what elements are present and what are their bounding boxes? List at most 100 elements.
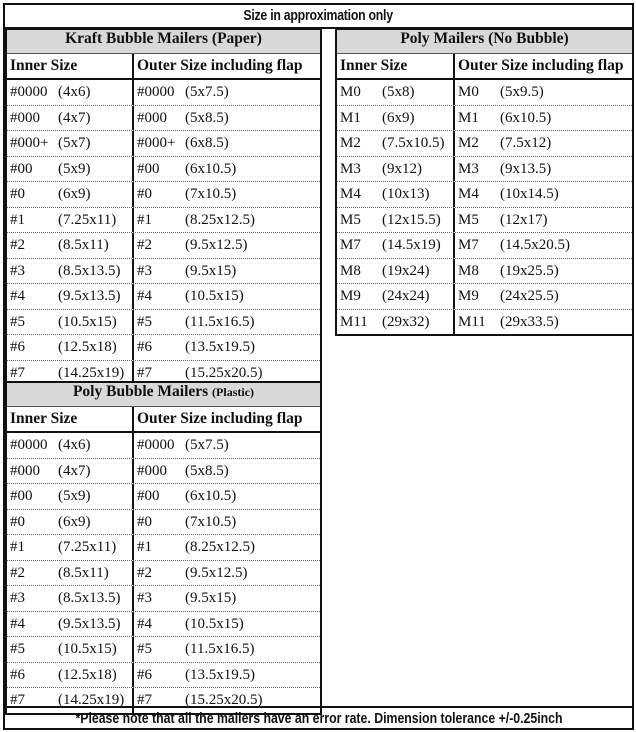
outer-size-cell: #5 (11.5x16.5) <box>134 637 254 662</box>
inner-size-dimensions: (4x6) <box>58 84 91 100</box>
inner-size-code: #6 <box>10 666 25 683</box>
inner-size-header: Inner Size <box>7 54 134 78</box>
inner-size-cell: M11 (29x32) <box>337 309 455 334</box>
outer-size-code: #3 <box>137 262 152 279</box>
outer-size-code: M5 <box>458 211 479 228</box>
kraft-bubble-mailers-table: Kraft Bubble Mailers (Paper) Inner Size O… <box>5 28 322 387</box>
inner-size-dimensions: (9x12) <box>382 160 422 177</box>
outer-size-dimensions: (11.5x16.5) <box>185 313 255 330</box>
page-frame <box>3 3 634 730</box>
inner-size-dimensions: (10.5x15) <box>58 641 117 657</box>
inner-size-dimensions: (6x9) <box>382 109 415 126</box>
outer-size-code: #6 <box>137 666 152 683</box>
inner-size-code: M9 <box>340 288 361 304</box>
outer-size-dimensions: (6x10.5) <box>500 109 552 126</box>
inner-size-code: #2 <box>10 237 25 253</box>
table-row: #4 (9.5x13.5) #4 (10.5x15) <box>7 284 320 310</box>
inner-size-code: #0000 <box>10 437 48 453</box>
table-row: M11 (29x32) M11 (29x33.5) <box>337 309 632 335</box>
outer-size-dimensions: (9x13.5) <box>500 160 552 177</box>
outer-size-cell: #3 (9.5x15) <box>134 586 236 611</box>
outer-size-code: M7 <box>458 237 479 253</box>
table-row: #00 (5x9) #00 (6x10.5) <box>7 156 320 182</box>
table-row: #6 (12.5x18) #6 (13.5x19.5) <box>7 662 320 688</box>
inner-size-code: M1 <box>340 109 361 126</box>
outer-size-dimensions: (13.5x19.5) <box>185 339 255 355</box>
outer-size-cell: M11 (29x33.5) <box>455 310 559 335</box>
outer-size-dimensions: (6x10.5) <box>185 488 237 504</box>
outer-size-dimensions: (9.5x12.5) <box>185 564 248 581</box>
outer-size-dimensions: (5x8.5) <box>185 109 229 126</box>
outer-size-code: #0000 <box>137 437 175 453</box>
inner-size-dimensions: (7.5x10.5) <box>382 135 445 151</box>
inner-size-cell: #7 (14.25x19) <box>7 688 134 713</box>
outer-size-header: Outer Size including flap <box>137 410 303 427</box>
inner-size-code: #3 <box>10 590 25 606</box>
outer-size-code: #000+ <box>137 135 176 151</box>
outer-size-cell: #2 (9.5x12.5) <box>134 561 248 586</box>
outer-size-dimensions: (5x7.5) <box>185 84 229 100</box>
outer-size-code: #4 <box>137 615 152 632</box>
table-row: #0000 (4x6) #0000 (5x7.5) <box>7 80 320 106</box>
outer-size-code: #3 <box>137 590 152 606</box>
inner-size-header: Inner Size <box>7 407 134 431</box>
outer-size-code: M11 <box>458 313 486 330</box>
column-headers: Inner Size Outer Size including flap <box>337 54 632 80</box>
outer-size-cell: #00 (6x10.5) <box>134 484 236 509</box>
inner-size-dimensions: (8.5x13.5) <box>58 262 121 279</box>
inner-size-dimensions: (14.25x19) <box>58 364 125 381</box>
inner-size-code: #0000 <box>10 84 48 100</box>
inner-size-code: #00 <box>10 160 33 177</box>
inner-size-header: Inner Size <box>337 54 455 78</box>
outer-size-cell: #0 (7x10.5) <box>134 182 236 207</box>
tolerance-note: *Please note that all the mailers have a… <box>5 706 632 730</box>
table-row: #2 (8.5x11) #2 (9.5x12.5) <box>7 233 320 259</box>
outer-size-dimensions: (15.25x20.5) <box>185 692 263 708</box>
inner-size-code: #4 <box>10 615 25 632</box>
inner-size-code: M5 <box>340 211 361 228</box>
inner-size-cell: M2 (7.5x10.5) <box>337 131 455 156</box>
outer-size-code: #00 <box>137 160 160 177</box>
table-row: M2 (7.5x10.5) M2 (7.5x12) <box>337 131 632 157</box>
table-title: Kraft Bubble Mailers (Paper) <box>7 30 320 54</box>
poly-mailers-table: Poly Mailers (No Bubble) Inner Size Outer… <box>335 28 634 336</box>
tolerance-note-text: *Please note that all the mailers have a… <box>74 710 563 727</box>
table-row: #4 (9.5x13.5) #4 (10.5x15) <box>7 611 320 637</box>
inner-size-dimensions: (24x24) <box>382 288 430 304</box>
outer-size-code: #1 <box>137 211 152 228</box>
inner-size-dimensions: (5x9) <box>58 488 91 504</box>
inner-size-cell: #0 (6x9) <box>7 182 134 207</box>
inner-size-cell: #000 (4x7) <box>7 458 134 483</box>
inner-size-code: #0 <box>10 513 25 530</box>
outer-size-code: #2 <box>137 564 152 581</box>
outer-size-dimensions: (7x10.5) <box>185 186 237 202</box>
inner-size-code: #00 <box>10 488 33 504</box>
outer-size-header: Outer Size including flap <box>137 57 303 74</box>
inner-size-cell: M0 (5x8) <box>337 80 455 105</box>
outer-size-dimensions: (10.5x15) <box>185 615 244 632</box>
inner-size-code: #000 <box>10 462 40 479</box>
inner-size-dimensions: (6x9) <box>58 513 91 530</box>
inner-size-code: #1 <box>10 539 25 555</box>
inner-size-dimensions: (8.5x11) <box>58 237 109 253</box>
outer-size-dimensions: (9.5x15) <box>185 262 237 279</box>
outer-size-dimensions: (13.5x19.5) <box>185 666 255 683</box>
outer-size-dimensions: (9.5x12.5) <box>185 237 248 253</box>
inner-size-dimensions: (5x7) <box>58 135 91 151</box>
outer-size-dimensions: (7x10.5) <box>185 513 237 530</box>
inner-size-code: #6 <box>10 339 25 355</box>
outer-size-cell: M9 (24x25.5) <box>455 284 559 309</box>
table-row: M9 (24x24) M9 (24x25.5) <box>337 284 632 310</box>
table-title-note: (Plastic) <box>212 385 255 399</box>
table-title: Poly Bubble Mailers (Plastic) <box>7 383 320 407</box>
inner-size-code: #7 <box>10 692 25 708</box>
inner-size-code: #7 <box>10 364 25 381</box>
inner-size-code: #5 <box>10 313 25 330</box>
outer-size-code: #5 <box>137 313 152 330</box>
table-row: #3 (8.5x13.5) #3 (9.5x15) <box>7 586 320 612</box>
outer-size-cell: #0 (7x10.5) <box>134 510 236 535</box>
inner-size-dimensions: (8.5x11) <box>58 564 109 581</box>
table-row: #2 (8.5x11) #2 (9.5x12.5) <box>7 560 320 586</box>
outer-size-code: #00 <box>137 488 160 504</box>
inner-size-cell: M7 (14.5x19) <box>337 233 455 258</box>
